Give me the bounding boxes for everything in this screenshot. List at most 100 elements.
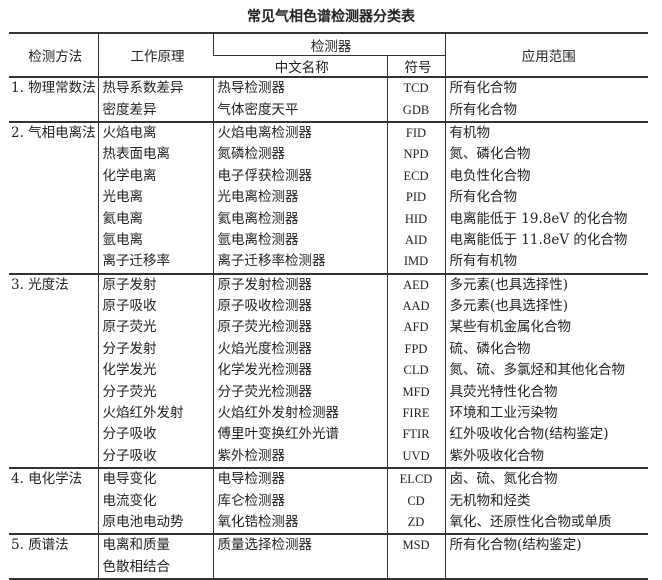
scope-cell: 所有化合物(结构鉴定) — [444, 533, 648, 557]
symbol-cell: HID — [386, 208, 445, 230]
table-row: 分子发射 火焰光度检测器 FPD 硫、磷化合物 — [9, 338, 648, 361]
detector-name-cell: 电子俘获检测器 — [212, 165, 387, 187]
symbol-cell: ELCD — [386, 467, 445, 491]
principle-cell: 电离和质量 — [97, 533, 213, 557]
symbol-cell: TCD — [386, 77, 445, 100]
symbol-cell: GDB — [386, 99, 445, 122]
table-row: 分子荧光 分子荧光检测器 MFD 具荧光特性化合物 — [9, 381, 648, 403]
header-cn-name: 中文名称 — [213, 55, 387, 77]
table-row: 5. 质谱法 电离和质量 质量选择检测器 MSD 所有化合物(结构鉴定) — [9, 533, 648, 579]
detector-name-cell: 氩电离检测器 — [212, 229, 387, 252]
symbol-cell: CD — [386, 490, 445, 512]
principle-cell: 原子吸收 — [97, 295, 213, 318]
table-row: 4. 电化学法 电导变化 电导检测器 ELCD 卤、硫、氮化合物 — [9, 467, 648, 535]
header-method: 检测方法 — [28, 49, 83, 65]
scope-cell: 卤、硫、氮化合物 — [444, 467, 648, 491]
principle-cell: 化学发光 — [97, 360, 213, 382]
symbol-cell: FPD — [386, 338, 445, 361]
header-symbol: 符号 — [386, 55, 445, 77]
scope-cell: 具荧光特性化合物 — [444, 381, 648, 403]
table-row: 1. 物理常数法 热导系数差异 热导检测器 TCD 所有化合物 — [9, 77, 648, 100]
scope-cell: 某些有机金属化合物 — [444, 317, 648, 339]
table-row: 火焰红外发射 火焰红外发射检测器 FIRE 环境和工业污染物 — [9, 402, 648, 425]
scope-cell: 氮、磷化合物 — [444, 144, 648, 166]
table-row: 分子吸收 紫外检测器 UVD 紫外吸收化合物 — [9, 445, 648, 469]
scope-cell: 多元素(也具选择性) — [444, 272, 648, 296]
principle-cell: 氦电离 — [97, 208, 213, 230]
scope-cell: 有机物 — [444, 120, 648, 145]
principle-cell: 原电池电动势 — [97, 511, 213, 535]
table-row: 2. 气相电离法 火焰电离 火焰电离检测器 FID 有机物 — [9, 120, 648, 274]
principle-cell: 原子荧光 — [97, 317, 213, 339]
symbol-cell: AAD — [386, 295, 445, 318]
table-row: 光电离 光电离检测器 PID 所有化合物 — [9, 186, 648, 209]
symbol-cell: AED — [386, 272, 445, 296]
detector-name-cell: 质量选择检测器 — [212, 533, 387, 557]
table-row: 3. 光度法 原子发射 原子发射检测器 AED 多元素(也具选择性) — [9, 272, 648, 469]
detector-name-cell: 原子荧光检测器 — [212, 317, 387, 339]
principle-cell: 热导系数差异 — [97, 77, 213, 100]
table-row: 化学发光 化学发光检测器 CLD 氮、硫、多氯烃和其他化合物 — [9, 360, 648, 382]
detector-name-cell: 分子荧光检测器 — [212, 381, 387, 403]
table-row: 氦电离 氦电离检测器 HID 电离能低于 19.8eV 的化合物 — [9, 208, 648, 230]
detector-name-cell: 火焰红外发射检测器 — [212, 402, 387, 425]
scope-cell: 电离能低于 11.8eV 的化合物 — [444, 229, 648, 252]
symbol-cell: FIRE — [386, 402, 445, 425]
table-row: 原子荧光 原子荧光检测器 AFD 某些有机金属化合物 — [9, 317, 648, 339]
scope-cell: 所有有机物 — [444, 251, 648, 274]
principle-cell: 氩电离 — [97, 229, 213, 252]
method-cell: 1. 物理常数法 — [11, 80, 96, 96]
detector-name-cell: 热导检测器 — [212, 77, 387, 100]
symbol-cell: AFD — [386, 317, 445, 339]
table-row: 色散相结合 — [9, 556, 648, 579]
scope-cell: 所有化合物 — [444, 99, 648, 122]
symbol-cell: UVD — [386, 445, 445, 469]
symbol-cell: FID — [386, 120, 445, 145]
symbol-cell — [386, 556, 445, 579]
principle-cell: 分子发射 — [97, 338, 213, 361]
principle-cell: 光电离 — [97, 186, 213, 209]
table-row: 原电池电动势 氧化锆检测器 ZD 氧化、还原性化合物或单质 — [9, 511, 648, 535]
scope-cell: 环境和工业污染物 — [444, 402, 648, 425]
scope-cell: 硫、磷化合物 — [444, 338, 648, 361]
detector-classification-table: 检测方法 工作原理 检测器 应用范围 中文名称 符号 1. 物理常数法 热导系数差… — [9, 32, 648, 580]
detector-name-cell: 化学发光检测器 — [212, 360, 387, 382]
method-cell: 3. 光度法 — [9, 272, 98, 469]
scope-cell: 红外吸收化合物(结构鉴定) — [444, 424, 648, 446]
symbol-cell: NPD — [386, 144, 445, 166]
detector-name-cell: 电导检测器 — [212, 467, 387, 491]
header-detector: 检测器 — [212, 33, 445, 56]
principle-cell: 火焰电离 — [97, 120, 213, 145]
detector-name-cell: 光电离检测器 — [212, 186, 387, 209]
table-row: 化学电离 电子俘获检测器 ECD 电负性化合物 — [9, 165, 648, 187]
principle-cell: 原子发射 — [97, 272, 213, 296]
scope-cell: 无机物和烃类 — [444, 490, 648, 512]
principle-cell: 离子迁移率 — [97, 251, 213, 274]
scope-cell — [444, 556, 648, 579]
method-cell: 4. 电化学法 — [9, 467, 98, 535]
principle-cell: 分子吸收 — [97, 445, 213, 469]
method-cell: 5. 质谱法 — [9, 533, 98, 579]
detector-name-cell: 库仑检测器 — [212, 490, 387, 512]
scope-cell: 电离能低于 19.8eV 的化合物 — [444, 208, 648, 230]
detector-name-cell: 傅里叶变换红外光谱 — [212, 424, 387, 446]
principle-cell: 密度差异 — [97, 99, 213, 122]
scope-cell: 氧化、还原性化合物或单质 — [444, 511, 648, 535]
scope-cell: 紫外吸收化合物 — [444, 445, 648, 469]
detector-name-cell: 火焰光度检测器 — [212, 338, 387, 361]
table-row: 氩电离 氩电离检测器 AID 电离能低于 11.8eV 的化合物 — [9, 229, 648, 252]
scope-cell: 所有化合物 — [444, 186, 648, 209]
detector-name-cell: 氮磷检测器 — [212, 144, 387, 166]
table-row: 离子迁移率 离子迁移率检测器 IMD 所有有机物 — [9, 251, 648, 274]
symbol-cell: CLD — [386, 360, 445, 382]
principle-cell: 火焰红外发射 — [97, 402, 213, 425]
detector-name-cell: 原子发射检测器 — [212, 272, 387, 296]
symbol-cell: FTIR — [386, 424, 445, 446]
header-principle: 工作原理 — [97, 33, 213, 77]
table-row: 密度差异 气体密度天平 GDB 所有化合物 — [9, 99, 648, 122]
symbol-cell: AID — [386, 229, 445, 252]
table-row: 热表面电离 氮磷检测器 NPD 氮、磷化合物 — [9, 144, 648, 166]
symbol-cell: ZD — [386, 511, 445, 535]
table-row: 电流变化 库仑检测器 CD 无机物和烃类 — [9, 490, 648, 512]
principle-cell: 电流变化 — [97, 490, 213, 512]
